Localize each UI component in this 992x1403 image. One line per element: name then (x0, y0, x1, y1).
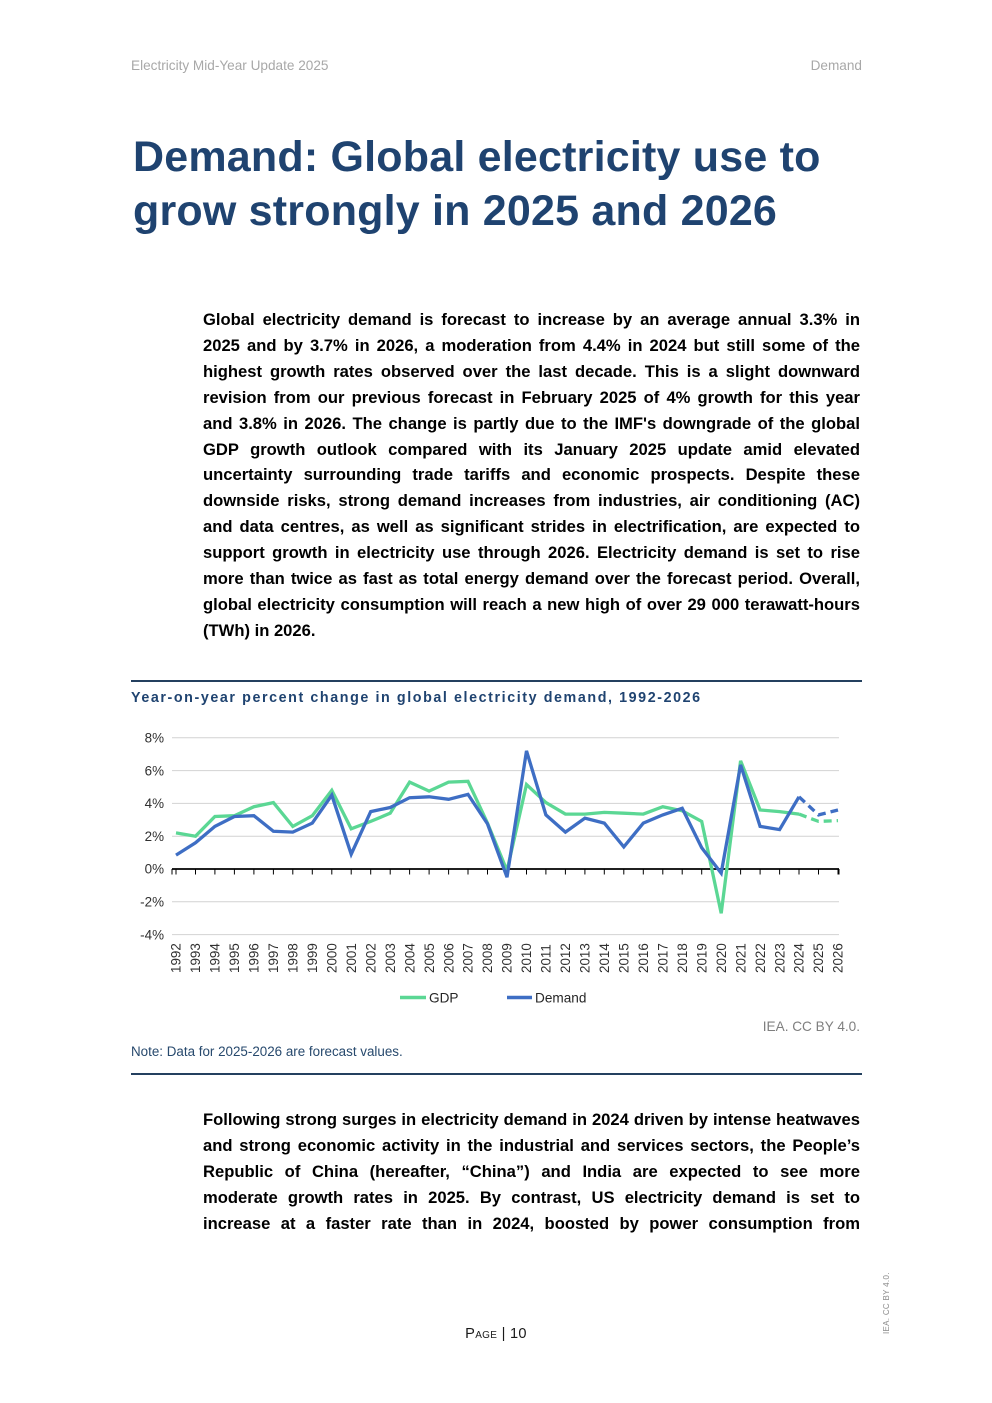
svg-text:2000: 2000 (325, 943, 340, 973)
svg-text:2018: 2018 (675, 943, 690, 973)
svg-text:2003: 2003 (383, 943, 398, 973)
svg-text:2026: 2026 (831, 943, 846, 973)
svg-text:4%: 4% (145, 796, 164, 811)
svg-text:2010: 2010 (519, 943, 534, 973)
svg-text:2022: 2022 (753, 943, 768, 973)
svg-text:1995: 1995 (227, 943, 242, 973)
svg-text:2016: 2016 (636, 943, 651, 973)
svg-text:2012: 2012 (558, 943, 573, 973)
svg-text:2011: 2011 (539, 944, 554, 973)
svg-text:2%: 2% (145, 829, 164, 844)
svg-text:8%: 8% (145, 731, 164, 746)
svg-text:2009: 2009 (500, 943, 515, 973)
svg-text:1999: 1999 (305, 943, 320, 973)
svg-text:2004: 2004 (402, 943, 417, 973)
svg-text:IEA. CC BY 4.0.: IEA. CC BY 4.0. (763, 1019, 860, 1034)
svg-text:2023: 2023 (772, 943, 787, 973)
svg-text:2001: 2001 (344, 943, 359, 973)
svg-text:2020: 2020 (714, 943, 729, 973)
svg-text:2021: 2021 (733, 943, 748, 973)
svg-text:Demand: Demand (535, 990, 586, 1005)
svg-text:6%: 6% (145, 763, 164, 778)
svg-text:2019: 2019 (694, 943, 709, 973)
svg-text:2015: 2015 (617, 943, 632, 973)
svg-text:1998: 1998 (286, 943, 301, 973)
svg-text:-2%: -2% (140, 895, 164, 910)
svg-text:-4%: -4% (140, 927, 164, 942)
svg-text:1997: 1997 (266, 943, 281, 973)
svg-text:2025: 2025 (811, 943, 826, 973)
svg-text:0%: 0% (145, 862, 164, 877)
svg-text:2024: 2024 (792, 943, 807, 973)
svg-text:1992: 1992 (169, 943, 184, 973)
svg-text:GDP: GDP (429, 990, 458, 1005)
svg-text:1994: 1994 (208, 943, 223, 973)
svg-text:2005: 2005 (422, 943, 437, 973)
svg-text:2014: 2014 (597, 943, 612, 973)
svg-text:1993: 1993 (188, 943, 203, 973)
svg-text:2013: 2013 (578, 943, 593, 973)
svg-text:2006: 2006 (441, 943, 456, 973)
svg-text:Year-on-year percent change in: Year-on-year percent change in global el… (131, 690, 702, 706)
svg-text:2002: 2002 (363, 943, 378, 973)
svg-text:Note: Data for 2025-2026 are f: Note: Data for 2025-2026 are forecast va… (131, 1044, 403, 1059)
svg-text:2017: 2017 (656, 943, 671, 973)
svg-text:2008: 2008 (480, 943, 495, 973)
svg-text:1996: 1996 (247, 943, 262, 973)
svg-text:2007: 2007 (461, 943, 476, 973)
